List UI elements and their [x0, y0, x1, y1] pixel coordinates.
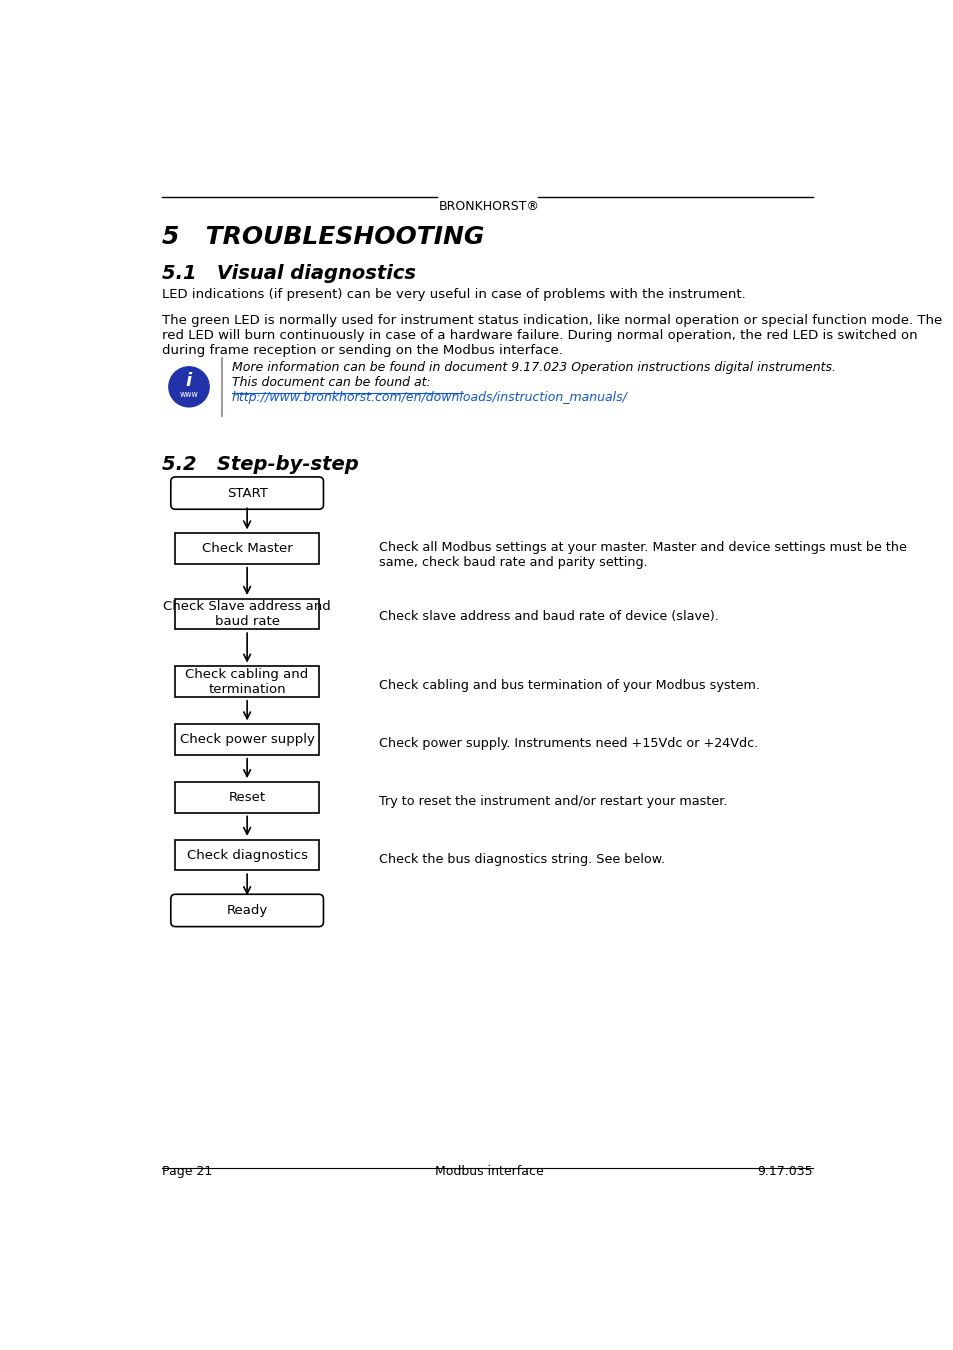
Text: 5.2   Step-by-step: 5.2 Step-by-step [162, 455, 358, 474]
Text: This document can be found at:: This document can be found at: [232, 377, 430, 389]
Bar [175, 533, 318, 564]
Text: Ready: Ready [226, 904, 268, 917]
Text: www: www [179, 390, 198, 400]
Text: The green LED is normally used for instrument status indication, like normal ope: The green LED is normally used for instr… [162, 315, 942, 358]
Text: Reset: Reset [229, 791, 265, 803]
Text: Try to reset the instrument and/or restart your master.: Try to reset the instrument and/or resta… [378, 795, 726, 807]
FancyBboxPatch shape [171, 894, 323, 926]
Bar [175, 840, 318, 871]
Text: 5.1   Visual diagnostics: 5.1 Visual diagnostics [162, 263, 416, 282]
Bar [175, 598, 318, 629]
Bar [175, 667, 318, 697]
Text: http://www.bronkhorst.com/en/downloads/instruction_manuals/: http://www.bronkhorst.com/en/downloads/i… [232, 392, 627, 405]
Text: Check Slave address and
baud rate: Check Slave address and baud rate [163, 599, 331, 628]
Text: BRONKHORST®: BRONKHORST® [438, 200, 538, 213]
Text: Check the bus diagnostics string. See below.: Check the bus diagnostics string. See be… [378, 853, 664, 865]
Bar [175, 724, 318, 755]
Bar [175, 782, 318, 813]
Text: Modbus interface: Modbus interface [435, 1165, 542, 1179]
FancyBboxPatch shape [171, 477, 323, 509]
Text: 5   TROUBLESHOOTING: 5 TROUBLESHOOTING [162, 225, 484, 250]
Circle shape [169, 367, 209, 406]
Text: START: START [227, 486, 267, 500]
Text: Check cabling and
termination: Check cabling and termination [185, 668, 309, 695]
Text: Check Master: Check Master [201, 543, 293, 555]
Text: Check power supply: Check power supply [179, 733, 314, 747]
Text: Check slave address and baud rate of device (slave).: Check slave address and baud rate of dev… [378, 610, 718, 624]
Text: Check power supply. Instruments need +15Vdc or +24Vdc.: Check power supply. Instruments need +15… [378, 737, 758, 751]
Text: More information can be found in document 9.17.023 Operation instructions digita: More information can be found in documen… [232, 360, 835, 374]
Text: 9.17.035: 9.17.035 [757, 1165, 812, 1179]
Text: Page 21: Page 21 [162, 1165, 212, 1179]
Text: LED indications (if present) can be very useful in case of problems with the ins: LED indications (if present) can be very… [162, 289, 745, 301]
Text: i: i [186, 373, 192, 390]
Text: Check all Modbus settings at your master. Master and device settings must be the: Check all Modbus settings at your master… [378, 541, 905, 568]
Text: Check diagnostics: Check diagnostics [187, 849, 307, 861]
Text: Check cabling and bus termination of your Modbus system.: Check cabling and bus termination of you… [378, 679, 760, 693]
